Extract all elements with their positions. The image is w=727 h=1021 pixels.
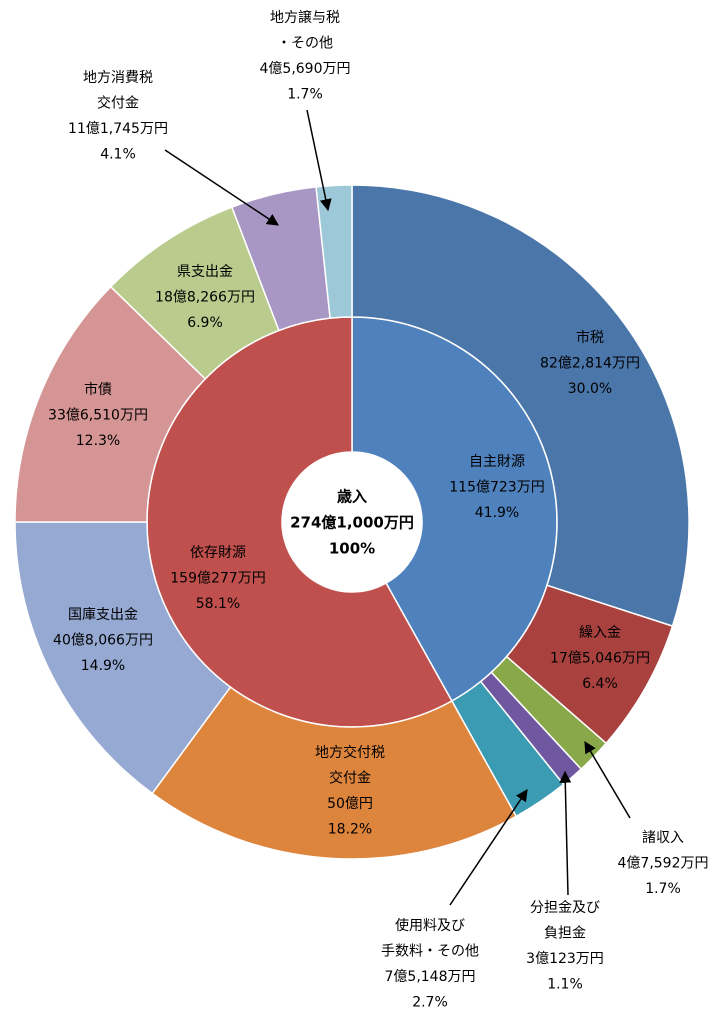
segment-percent: 4.1% (100, 147, 136, 163)
segment-percent: 1.1% (547, 977, 583, 993)
segment-name: 交付金 (97, 95, 139, 112)
segment-amount: 3億123万円 (526, 951, 604, 967)
center-label: 歳入 (337, 488, 367, 506)
segment-amount: 115億723万円 (449, 480, 544, 496)
ring-segment (315, 184, 353, 319)
segment-amount: 159億277万円 (170, 571, 265, 587)
segment-name: 地方消費税 (83, 70, 153, 86)
segment-percent: 1.7% (645, 881, 681, 897)
segment-name: 諸収入 (642, 830, 684, 846)
segment-percent: 1.7% (287, 87, 323, 103)
center-label: 274億1,000万円 (290, 514, 414, 532)
segment-name: ・その他 (277, 36, 333, 52)
segment-amount: 4億7,592万円 (618, 856, 709, 872)
segment-percent: 58.1% (196, 596, 240, 612)
segment-name: 依存財源 (190, 545, 246, 561)
segment-percent: 14.9% (81, 658, 125, 674)
leader-line (584, 740, 631, 819)
segment-percent: 6.9% (187, 315, 223, 331)
segment-amount: 82億2,814万円 (540, 356, 640, 372)
segment-name: 市債 (84, 381, 112, 398)
segment-name: 自主財源 (469, 454, 525, 470)
segment-amount: 33億6,510万円 (48, 408, 148, 424)
segment-name: 手数料・その他 (381, 944, 479, 960)
segment-percent: 6.4% (582, 676, 618, 692)
segment-amount: 11億1,745万円 (68, 121, 168, 137)
leader-line (449, 789, 528, 906)
segment-amount: 40億8,066万円 (53, 633, 153, 649)
segment-amount: 4億5,690万円 (260, 61, 351, 77)
segment-name: 地方譲与税 (270, 10, 340, 26)
center-label: 100% (329, 540, 375, 558)
labels: 自主財源 115億723万円 41.9% 依存財源 159億277万円 58.1% 市税 82… (48, 10, 708, 1011)
segment-name: 使用料及び (395, 917, 465, 934)
segment-percent: 2.7% (412, 995, 448, 1011)
segment-name: 繰入金 (579, 625, 621, 641)
segment-name: 市税 (576, 329, 604, 346)
leader-line (559, 770, 572, 896)
segment-amount: 17億5,046万円 (550, 651, 650, 667)
segment-percent: 30.0% (568, 381, 612, 397)
segment-amount: 18億8,266万円 (155, 290, 255, 306)
segment-amount: 50億円 (327, 796, 373, 812)
segment-name: 県支出金 (177, 264, 233, 280)
segment-percent: 18.2% (328, 822, 372, 838)
segment-name: 負担金 (544, 926, 586, 942)
segment-percent: 41.9% (475, 505, 519, 521)
segment-name: 分担金及び (530, 900, 600, 916)
leader-line (164, 149, 279, 226)
segment-percent: 12.3% (76, 433, 120, 449)
ring-segment (351, 184, 690, 628)
ring-segment (151, 686, 518, 860)
segment-name: 地方交付税 (315, 744, 385, 761)
segment-amount: 7億5,148万円 (385, 969, 476, 985)
rings (14, 184, 690, 860)
segment-name: 国庫支出金 (68, 606, 138, 623)
segment-name: 交付金 (329, 770, 371, 787)
leader-line (306, 109, 332, 212)
